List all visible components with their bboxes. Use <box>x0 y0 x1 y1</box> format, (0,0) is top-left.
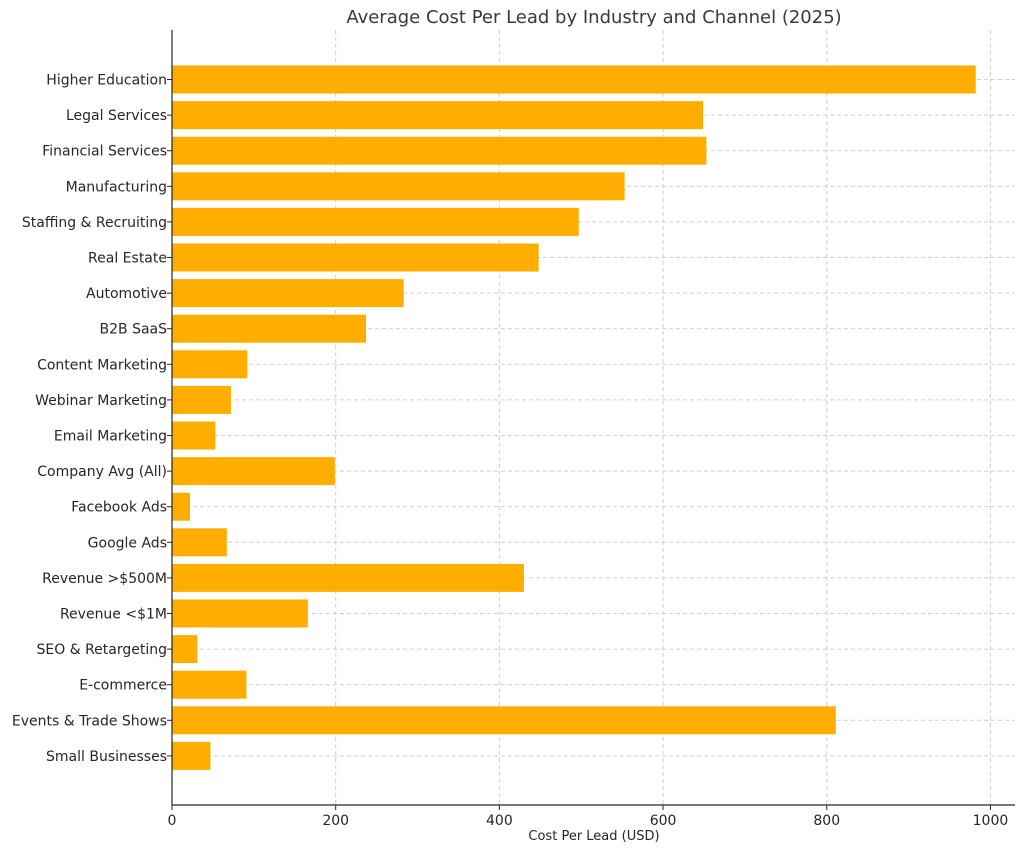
x-axis-label: Cost Per Lead (USD) <box>528 829 659 844</box>
category-label: Google Ads <box>88 535 167 551</box>
category-label: Webinar Marketing <box>35 393 167 409</box>
bar <box>172 65 976 94</box>
category-label: Content Marketing <box>37 357 167 373</box>
bar <box>172 101 704 130</box>
category-label: Revenue >$500M <box>42 571 167 587</box>
category-label: Real Estate <box>88 251 167 267</box>
category-label: B2B SaaS <box>100 322 168 338</box>
bar <box>172 207 579 236</box>
bar <box>172 635 198 664</box>
category-label: Higher Education <box>46 73 167 89</box>
bar <box>172 136 707 165</box>
x-tick-label: 1000 <box>973 813 1009 829</box>
bar <box>172 528 227 557</box>
category-label: Revenue <$1M <box>60 607 167 623</box>
chart-title: Average Cost Per Lead by Industry and Ch… <box>346 7 841 28</box>
bar <box>172 385 231 414</box>
bar <box>172 172 625 201</box>
bar <box>172 599 308 628</box>
x-tick-label: 600 <box>650 813 677 829</box>
category-label: SEO & Retargeting <box>37 642 168 658</box>
category-label: Company Avg (All) <box>37 464 167 480</box>
bar <box>172 243 539 272</box>
category-label: Small Businesses <box>46 749 167 765</box>
bar <box>172 314 366 343</box>
bar <box>172 563 524 592</box>
bar <box>172 741 211 770</box>
category-label: Staffing & Recruiting <box>22 215 167 231</box>
x-tick-label: 0 <box>168 813 177 829</box>
bar <box>172 350 248 379</box>
category-label: Email Marketing <box>54 429 167 445</box>
x-tick-label: 800 <box>813 813 840 829</box>
bar <box>172 492 191 521</box>
category-label: Manufacturing <box>66 179 167 195</box>
bar <box>172 457 335 486</box>
category-label: Legal Services <box>66 108 167 124</box>
category-label: Automotive <box>86 286 167 302</box>
category-label: Facebook Ads <box>71 500 167 516</box>
category-labels: Higher Education Legal Services Financial … <box>12 73 172 765</box>
x-axis-ticks: 0 200 400 600 800 1000 <box>168 805 1009 829</box>
bar <box>172 706 836 735</box>
bar <box>172 279 404 308</box>
x-tick-label: 400 <box>486 813 513 829</box>
category-label: Financial Services <box>42 144 167 160</box>
bar <box>172 670 247 699</box>
bar <box>172 421 216 450</box>
bars <box>172 65 976 770</box>
category-label: Events & Trade Shows <box>12 713 167 729</box>
x-tick-label: 200 <box>322 813 349 829</box>
category-label: E-commerce <box>79 678 167 694</box>
